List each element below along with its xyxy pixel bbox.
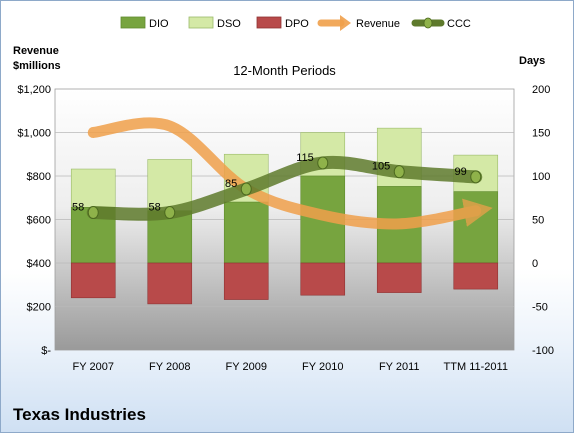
y-left-tick-label: $-: [41, 345, 51, 357]
x-tick-label: FY 2010: [302, 361, 343, 373]
revenue-line: [87, 117, 493, 230]
ccc-line: [86, 155, 483, 221]
y-left-axis-label: Revenue: [13, 45, 59, 57]
company-name: Texas Industries: [13, 405, 146, 424]
ccc-data-label: 85: [225, 178, 237, 190]
legend-swatch-dso: [188, 16, 214, 29]
chart-title: 12-Month Periods: [233, 63, 336, 78]
bar-dio: [223, 201, 269, 264]
ccc-data-label: 58: [149, 202, 161, 214]
x-tick-label: FY 2008: [149, 361, 190, 373]
bar-dpo: [70, 262, 116, 299]
y-right-tick-label: 100: [532, 171, 550, 183]
y-right-tick-label: 0: [532, 258, 538, 270]
y-right-tick-label: -100: [532, 345, 554, 357]
y-left-axis-label-units: $millions: [13, 60, 61, 72]
ccc-data-label: 115: [296, 152, 314, 164]
y-right-tick-label: -50: [532, 302, 548, 314]
bar-dpo: [376, 262, 422, 293]
bar-dso: [147, 159, 193, 212]
y-left-tick-label: $800: [27, 171, 51, 183]
legend-marker-ccc: [423, 17, 433, 29]
x-tick-label: FY 2011: [379, 361, 420, 373]
y-right-axis-label: Days: [519, 55, 545, 67]
legend-arrowhead-revenue: [340, 15, 351, 31]
y-left-tick-label: $400: [27, 258, 51, 270]
y-left-tick-label: $200: [27, 302, 51, 314]
y-right-tick-label: 50: [532, 215, 544, 227]
y-left-tick-label: $1,000: [17, 128, 51, 140]
y-left-tick-label: $1,200: [17, 84, 51, 96]
legend-swatch-dio: [120, 16, 146, 29]
ccc-marker: [317, 156, 329, 170]
legend-label-dio: DIO: [149, 18, 169, 30]
legend-label-dso: DSO: [217, 18, 241, 30]
ccc-marker: [470, 170, 482, 184]
legend-label-dpo: DPO: [285, 18, 309, 30]
bar-dpo: [223, 262, 269, 300]
x-tick-label: FY 2009: [226, 361, 267, 373]
ccc-marker: [240, 182, 252, 196]
legend-label-revenue: Revenue: [356, 18, 400, 30]
ccc-marker: [393, 165, 405, 179]
legend-swatch-dpo: [256, 16, 282, 29]
ccc-data-label: 105: [372, 161, 390, 173]
bar-dpo: [453, 262, 499, 290]
y-right-tick-label: 200: [532, 84, 550, 96]
legend-label-ccc: CCC: [447, 18, 471, 30]
bar-dpo: [147, 262, 193, 305]
ccc-data-label: 99: [455, 166, 467, 178]
y-right-tick-label: 150: [532, 128, 550, 140]
bar-dpo: [300, 262, 346, 296]
x-tick-label: FY 2007: [73, 361, 114, 373]
ccc-marker: [164, 206, 176, 220]
ccc-data-label: 58: [72, 202, 84, 214]
ccc-marker: [87, 206, 99, 220]
bar-dio: [453, 191, 499, 264]
x-tick-label: TTM 11-2011: [444, 361, 508, 373]
y-left-tick-label: $600: [27, 215, 51, 227]
